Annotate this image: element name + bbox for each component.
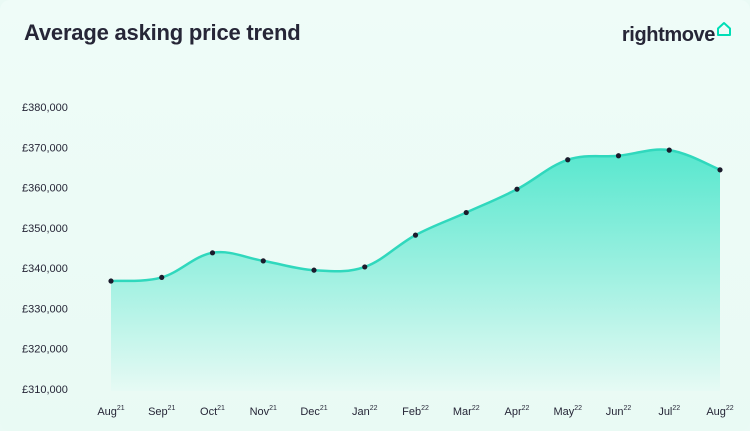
y-tick-label: £310,000 [22, 384, 68, 396]
y-tick-label: £330,000 [22, 303, 68, 315]
data-point [362, 264, 368, 270]
x-tick-label: Jan22 [352, 405, 378, 418]
area-fill [111, 149, 720, 391]
y-tick-label: £380,000 [22, 102, 68, 114]
y-axis-ticks: £310,000 £320,000 £330,000 £340,000 £350,000… [22, 102, 68, 396]
data-point [412, 232, 419, 238]
x-axis-ticks: Aug21 Sep21 Oct21 Nov21 Dec21 Jan22 Feb22 Mar22… [97, 405, 733, 418]
data-point [108, 278, 114, 284]
data-point [666, 147, 672, 153]
brand-name: rightmove [621, 24, 715, 46]
x-tick-label: Mar22 [453, 405, 480, 418]
y-tick-label: £320,000 [22, 344, 68, 356]
chart-title: Average asking price trend [24, 20, 301, 45]
x-tick-label: Nov21 [250, 405, 277, 418]
data-point [311, 267, 317, 273]
y-tick-label: £350,000 [22, 223, 68, 235]
x-tick-label: Dec21 [300, 405, 327, 418]
x-tick-label: Feb22 [402, 405, 429, 418]
data-markers [108, 147, 723, 284]
y-tick-label: £340,000 [22, 263, 68, 275]
y-tick-label: £360,000 [22, 183, 68, 195]
x-tick-label: Aug21 [97, 405, 124, 418]
x-tick-label: Jun22 [606, 405, 632, 418]
data-point [463, 209, 469, 216]
x-tick-label: May22 [553, 405, 582, 418]
y-tick-label: £370,000 [22, 142, 68, 154]
x-tick-label: Jul22 [658, 405, 680, 418]
data-point [565, 157, 571, 163]
data-point [159, 274, 165, 281]
data-point [514, 186, 520, 192]
x-tick-label: Apr22 [505, 405, 530, 418]
x-tick-label: Oct21 [200, 405, 225, 418]
data-point [209, 250, 216, 256]
data-point [615, 153, 622, 159]
x-tick-label: Aug22 [706, 405, 733, 418]
brand-logo[interactable]: rightmove [621, 22, 732, 47]
x-tick-label: Sep21 [148, 405, 175, 418]
data-point [260, 258, 266, 264]
house-outline-icon [716, 20, 732, 43]
data-point [717, 167, 723, 173]
